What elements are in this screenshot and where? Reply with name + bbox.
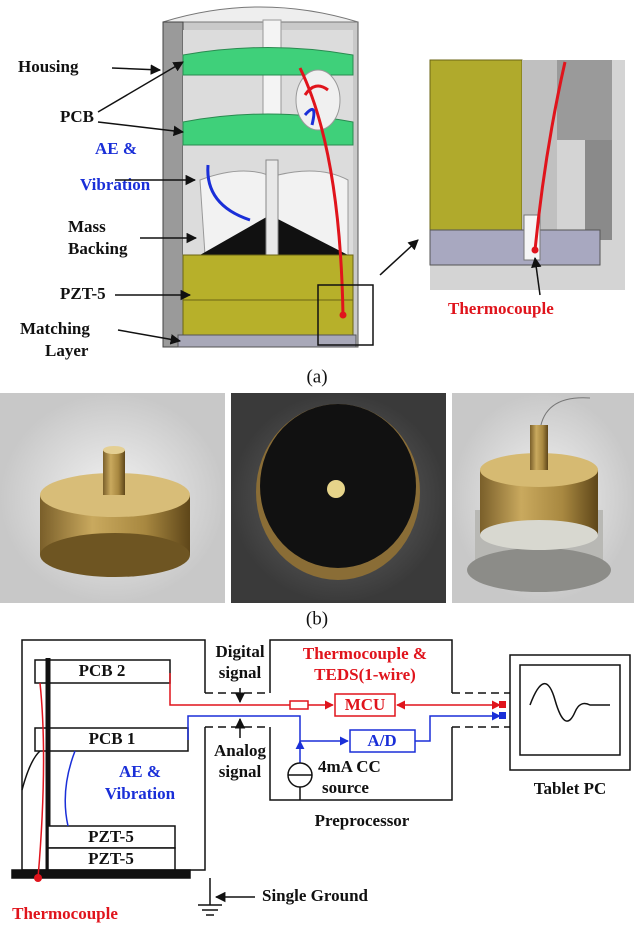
label: PZT-5	[88, 849, 134, 868]
label: PCB 2	[79, 661, 126, 680]
label: Housing	[18, 57, 79, 76]
label: 4mA CC	[318, 757, 381, 776]
sensor-cutaway	[163, 7, 418, 347]
label: Analog	[214, 741, 266, 760]
label: AE &	[119, 762, 161, 781]
photos	[0, 393, 634, 603]
label: Single Ground	[262, 886, 369, 905]
label: PZT-5	[88, 827, 134, 846]
label: signal	[219, 762, 262, 781]
label: signal	[219, 663, 262, 682]
label: PCB 1	[89, 729, 136, 748]
label: A/D	[367, 731, 396, 750]
label: Preprocessor	[315, 811, 410, 830]
label: Thermocouple	[12, 904, 118, 923]
label: Digital	[215, 642, 264, 661]
label: Layer	[45, 341, 89, 360]
label: TEDS(1-wire)	[314, 665, 416, 684]
label: Vibration	[105, 784, 176, 803]
label: PCB	[60, 107, 94, 126]
label: AE &	[95, 139, 137, 158]
figure: Housing PCB AE & Vibration Mass Backing …	[0, 0, 634, 931]
label: Matching	[20, 319, 90, 338]
caption: (b)	[306, 608, 328, 629]
label: MCU	[345, 695, 386, 714]
label: Mass	[68, 217, 106, 236]
label: Backing	[68, 239, 128, 258]
label: Tablet PC	[534, 779, 607, 798]
caption: (a)	[306, 366, 327, 387]
label: Thermocouple &	[303, 644, 427, 663]
label: source	[322, 778, 369, 797]
label: Vibration	[80, 175, 151, 194]
label: Thermocouple	[448, 299, 554, 318]
inset-detail	[430, 60, 625, 295]
label: PZT-5	[60, 284, 106, 303]
